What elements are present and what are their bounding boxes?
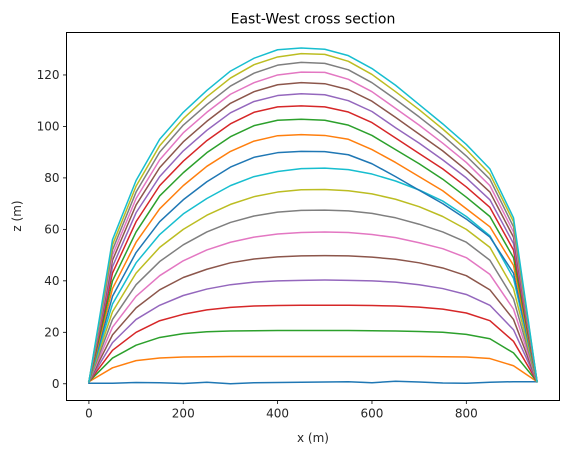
series-line-17 — [88, 71, 538, 383]
y-axis-ticks: 0 20 40 60 80 100 120 — [37, 68, 67, 391]
series-line-4 — [87, 304, 539, 383]
series-line-1 — [88, 380, 538, 385]
series-line-14 — [88, 105, 538, 383]
y-tick-label: 40 — [44, 274, 59, 288]
series-line-11 — [87, 150, 538, 383]
y-tick-label: 100 — [37, 119, 60, 133]
series-line-20 — [88, 47, 538, 383]
series-line-6 — [87, 254, 539, 383]
x-tick-label: 600 — [361, 407, 384, 421]
series-line-15 — [88, 93, 538, 383]
y-tick-label: 20 — [44, 325, 59, 339]
y-tick-label: 120 — [37, 68, 60, 82]
y-tick-label: 0 — [52, 377, 60, 391]
series-line-2 — [87, 355, 539, 383]
series-layer — [87, 47, 539, 385]
x-tick-label: 400 — [266, 407, 289, 421]
series-line-18 — [88, 61, 538, 383]
series-line-9 — [87, 188, 539, 383]
series-line-5 — [87, 279, 539, 383]
series-line-3 — [87, 329, 539, 383]
series-line-12 — [87, 133, 538, 383]
x-axis-label: x (m) — [297, 431, 329, 445]
y-tick-label: 60 — [44, 222, 59, 236]
series-line-13 — [88, 118, 538, 383]
series-line-7 — [87, 231, 539, 383]
series-line-10 — [87, 167, 538, 383]
y-tick-label: 80 — [44, 171, 59, 185]
chart-title: East-West cross section — [231, 12, 396, 28]
x-tick-label: 200 — [172, 407, 195, 421]
series-line-16 — [88, 81, 538, 383]
x-tick-label: 800 — [455, 407, 478, 421]
y-axis-label: z (m) — [10, 200, 24, 231]
series-line-19 — [88, 52, 538, 383]
x-tick-label: 0 — [85, 407, 93, 421]
series-line-8 — [87, 209, 539, 383]
plot-frame — [66, 32, 560, 401]
x-axis-ticks: 0 200 400 600 800 — [85, 400, 478, 421]
